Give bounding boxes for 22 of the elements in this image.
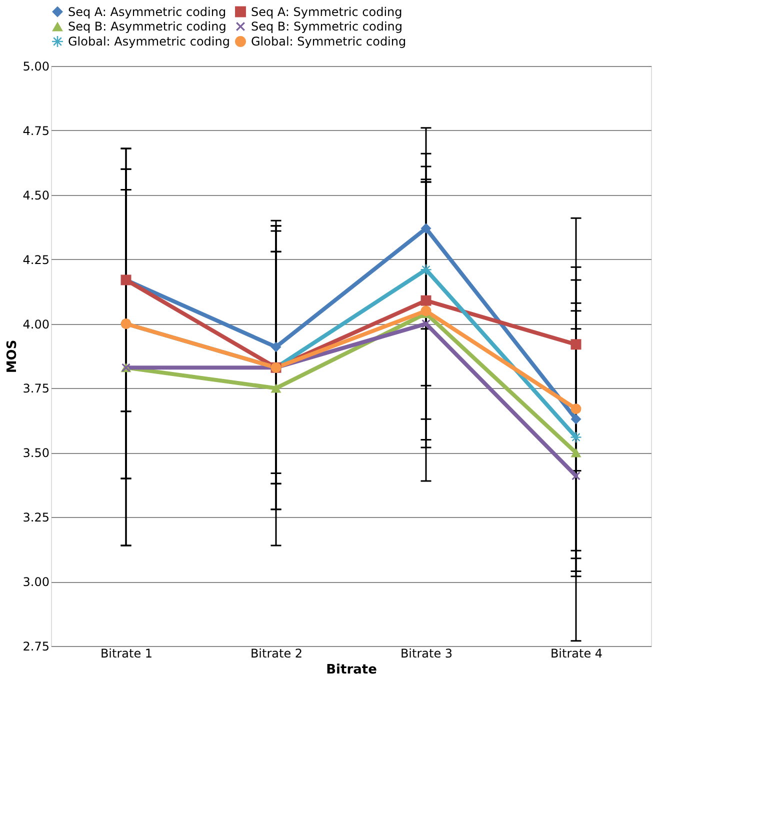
- y-axis-title: MOS: [4, 340, 20, 374]
- y-tick-label: 2.75: [22, 640, 50, 654]
- x-axis-title: Bitrate: [326, 662, 378, 678]
- y-tick-label: 3.75: [22, 382, 50, 396]
- x-tick-label: Bitrate 4: [550, 646, 603, 660]
- y-tick-label: 3.50: [22, 446, 50, 460]
- legend-label: Seq A: Asymmetric coding: [68, 4, 226, 19]
- legend-label: Global: Symmetric coding: [251, 34, 406, 48]
- y-tick-label: 3.00: [22, 575, 50, 590]
- legend-label: Seq B: Asymmetric coding: [68, 20, 226, 34]
- x-tick-label: Bitrate 1: [100, 646, 153, 660]
- x-tick-label: Bitrate 3: [400, 646, 453, 660]
- legend-label: Seq A: Symmetric coding: [251, 4, 402, 19]
- legend-label: Seq B: Symmetric coding: [251, 20, 402, 34]
- y-tick-label: 3.25: [22, 510, 50, 525]
- y-tick-label: 4.25: [22, 252, 50, 267]
- legend-label: Global: Asymmetric coding: [68, 34, 230, 48]
- y-tick-label: 4.00: [22, 317, 50, 332]
- y-tick-label: 5.00: [22, 60, 50, 74]
- y-tick-label: 4.75: [22, 124, 50, 138]
- x-tick-label: Bitrate 2: [250, 646, 303, 660]
- y-tick-label: 4.50: [22, 188, 50, 202]
